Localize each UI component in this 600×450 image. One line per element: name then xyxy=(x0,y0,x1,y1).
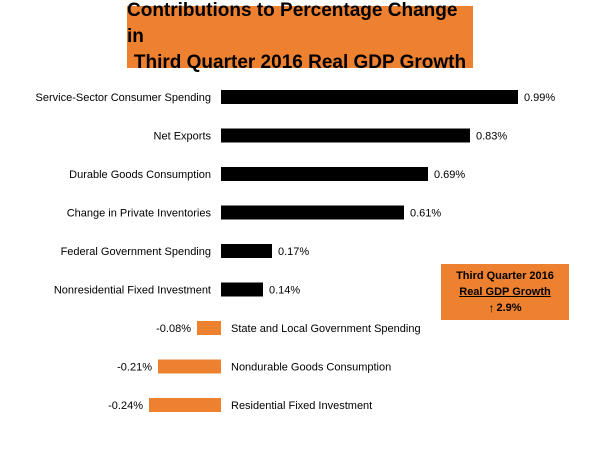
bar-7 xyxy=(158,359,221,374)
callout-line-1: Third Quarter 2016 xyxy=(456,270,554,282)
value-label-5: 0.14% xyxy=(269,285,300,297)
category-label-2: Durable Goods Consumption xyxy=(69,169,211,181)
value-label-7: -0.21% xyxy=(117,362,152,374)
value-label-1: 0.83% xyxy=(476,131,507,143)
bar-5 xyxy=(221,282,263,297)
category-label-7: Nondurable Goods Consumption xyxy=(231,362,391,374)
bar-2 xyxy=(221,167,428,181)
category-label-6: State and Local Government Spending xyxy=(231,323,421,335)
chart-title-line-1: Contributions to Percentage Change in xyxy=(127,0,458,47)
category-label-4: Federal Government Spending xyxy=(61,246,211,258)
callout-growth: ↑ 2.9% xyxy=(488,300,521,316)
value-label-8: -0.24% xyxy=(108,400,143,412)
value-label-6: -0.08% xyxy=(156,323,191,335)
bar-6 xyxy=(197,321,221,335)
value-label-3: 0.61% xyxy=(410,208,441,220)
category-label-5: Nonresidential Fixed Investment xyxy=(54,285,211,297)
bar-3 xyxy=(221,205,404,220)
bar-8 xyxy=(149,398,221,412)
chart-title-line-2: Third Quarter 2016 Real GDP Growth xyxy=(133,52,467,73)
value-label-0: 0.99% xyxy=(524,92,555,104)
bar-4 xyxy=(221,244,272,258)
category-label-0: Service-Sector Consumer Spending xyxy=(36,92,211,104)
value-label-4: 0.17% xyxy=(278,246,309,258)
category-label-1: Net Exports xyxy=(154,131,212,143)
category-label-3: Change in Private Inventories xyxy=(67,208,212,220)
chart-title: Contributions to Percentage Change in Th… xyxy=(127,0,473,73)
value-label-2: 0.69% xyxy=(434,169,465,181)
bar-1 xyxy=(221,128,470,143)
gdp-growth-callout: Third Quarter 2016 Real GDP Growth ↑ 2.9… xyxy=(441,264,569,320)
bar-0 xyxy=(221,90,518,104)
callout-growth-value: 2.9% xyxy=(496,302,522,314)
arrow-up-icon: ↑ xyxy=(488,301,495,315)
callout-line-2: Real GDP Growth xyxy=(459,286,551,298)
category-label-8: Residential Fixed Investment xyxy=(231,400,372,412)
